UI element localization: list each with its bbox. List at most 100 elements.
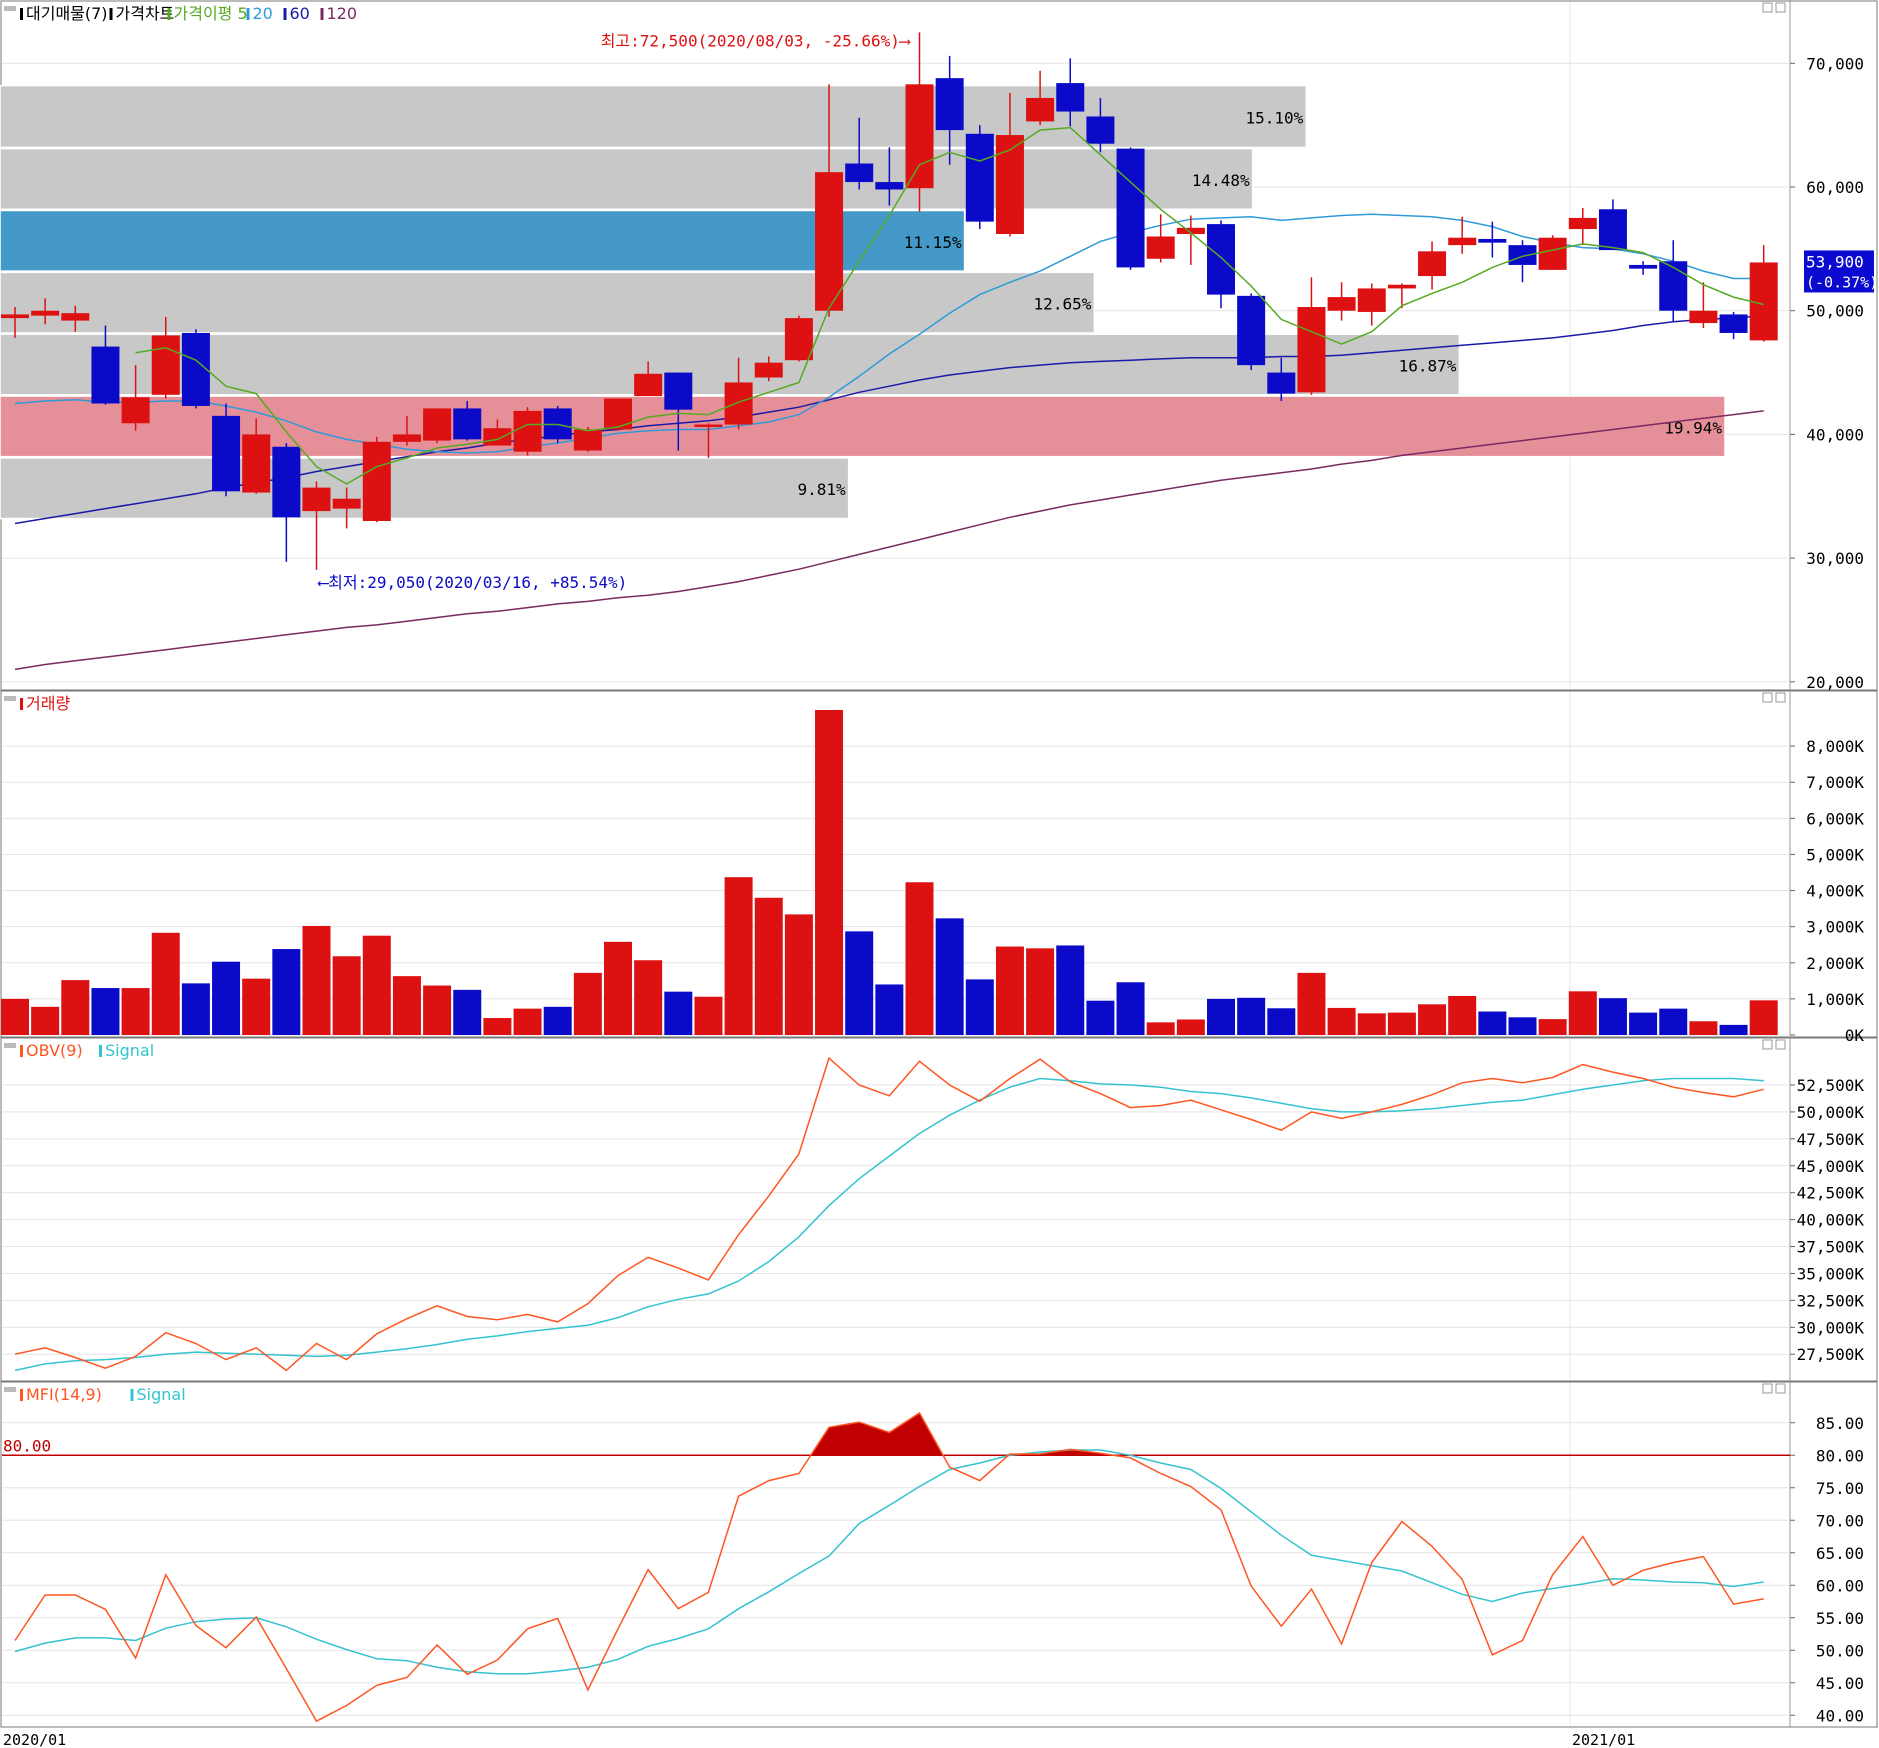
volume-bar	[634, 960, 663, 1035]
volume-bar	[1, 998, 29, 1035]
ma120-line	[14, 410, 1764, 671]
x-axis: 2020/01 2021/01	[3, 1731, 1635, 1748]
mfi-pane[interactable]: 40.00 45.00 50.00 55.00 60.00 65.00 70.00 75.00…	[2, 1385, 1864, 1725]
candle-body	[332, 498, 361, 509]
volume-bar	[1056, 945, 1085, 1035]
minimize-icon[interactable]	[1762, 1039, 1773, 1050]
close-icon[interactable]	[1775, 1383, 1786, 1394]
candle-body	[513, 410, 542, 452]
volume-bar	[1538, 1019, 1567, 1035]
minimize-icon[interactable]	[1762, 2, 1773, 13]
volume-profile-bar	[0, 395, 1726, 458]
y-tick-label: 70,000	[1806, 54, 1864, 73]
candle-body	[483, 428, 512, 446]
volume-bar	[483, 1018, 512, 1035]
volume-bar	[664, 991, 693, 1035]
volume-bar	[754, 897, 783, 1035]
volume-profile-bar	[0, 271, 1096, 334]
candle-body	[1568, 217, 1597, 230]
volume-bar	[604, 941, 632, 1035]
legend-item: 60	[290, 4, 310, 23]
legend-marker	[99, 1045, 102, 1057]
y-tick-label: 65.00	[1816, 1544, 1864, 1563]
candle-body	[1146, 236, 1175, 259]
volume-bar	[815, 710, 844, 1035]
volume-pane[interactable]: 0K 1,000K 2,000K 3,000K 4,000K 5,000K 6,000K 7,…	[1, 694, 1864, 1045]
candle-body	[995, 135, 1024, 235]
candle-body	[1749, 262, 1778, 341]
minimize-icon[interactable]	[1762, 692, 1773, 703]
y-tick-label: 50,000K	[1797, 1103, 1865, 1122]
volume-bar	[965, 979, 994, 1035]
y-tick-label: 50,000	[1806, 302, 1864, 321]
candle-body	[1478, 238, 1507, 243]
candle-body	[423, 408, 452, 441]
volume-bar	[694, 996, 723, 1035]
legend-item: 20	[253, 4, 273, 23]
mfi-signal-line	[14, 1449, 1764, 1675]
legend-item: 120	[327, 4, 358, 23]
candle-body	[573, 429, 602, 451]
obv-pane[interactable]: 27,500K 30,000K 32,500K 35,000K 37,500K 40,00…	[2, 1041, 1865, 1372]
volume-bar	[151, 932, 180, 1035]
volume-profile-bar	[0, 457, 850, 520]
volume-bar	[573, 972, 602, 1035]
volume-profile-label: 14.48%	[1192, 171, 1250, 190]
candle-body	[1207, 224, 1235, 295]
legend-item: MFI(14,9)	[26, 1385, 102, 1404]
candle-body	[1, 314, 29, 319]
legend-marker	[20, 1389, 23, 1401]
volume-profile-label: 9.81%	[797, 480, 846, 499]
volume-bar	[1629, 1012, 1658, 1035]
legend-item: 대기매물(7)	[26, 4, 108, 23]
mfi-reference-label: 80.00	[3, 1436, 51, 1455]
y-tick-label: 60,000	[1806, 178, 1864, 197]
candle-body	[935, 78, 964, 131]
volume-bar	[212, 961, 241, 1035]
minimize-icon[interactable]	[1762, 1383, 1773, 1394]
legend-marker	[20, 8, 23, 20]
candle-body	[875, 182, 904, 190]
volume-bar	[1719, 1024, 1748, 1035]
legend-item: OBV(9)	[26, 1041, 83, 1060]
candle-body	[1719, 314, 1748, 333]
mfi-line	[14, 1411, 1764, 1723]
legend-marker	[20, 1045, 23, 1057]
current-change-label: (-0.37%)	[1806, 273, 1878, 291]
y-tick-label: 2,000K	[1806, 954, 1864, 973]
candle-body	[905, 84, 934, 189]
x-tick-label: 2021/01	[1572, 1731, 1635, 1748]
y-tick-label: 3,000K	[1806, 918, 1864, 937]
volume-bar	[302, 925, 331, 1035]
obv-signal-line	[14, 1077, 1764, 1372]
candle-body	[1538, 237, 1567, 270]
candle-body	[1267, 372, 1296, 394]
y-tick-label: 40,000	[1806, 425, 1864, 444]
candle-body	[1418, 251, 1447, 277]
y-tick-label: 5,000K	[1806, 845, 1864, 864]
price-pane[interactable]: 70,000 60,000 50,000 40,000 30,000 20,000 15.1…	[0, 4, 1878, 692]
x-tick-label: 2020/01	[3, 1731, 66, 1748]
candle-body	[362, 441, 391, 521]
volume-profile-label: 11.15%	[904, 233, 962, 252]
candle-body	[1689, 310, 1718, 324]
volume-bar	[1387, 1012, 1416, 1035]
candle-body	[784, 318, 813, 361]
volume-bar	[1508, 1017, 1537, 1035]
volume-bar	[1116, 982, 1145, 1035]
volume-bar	[181, 983, 210, 1035]
close-icon[interactable]	[1775, 2, 1786, 13]
candle-body	[634, 373, 663, 397]
volume-profile-bar	[0, 147, 1254, 211]
volume-bar	[242, 978, 271, 1035]
candle-body	[965, 133, 994, 222]
close-icon[interactable]	[1775, 692, 1786, 703]
volume-profile-label: 16.87%	[1399, 357, 1457, 376]
volume-bar	[1478, 1011, 1507, 1035]
candle-body	[845, 163, 874, 183]
candle-body	[1056, 83, 1085, 112]
pane-handle-icon	[4, 696, 16, 701]
close-icon[interactable]	[1775, 1039, 1786, 1050]
pane-frame	[0, 1037, 1878, 1382]
